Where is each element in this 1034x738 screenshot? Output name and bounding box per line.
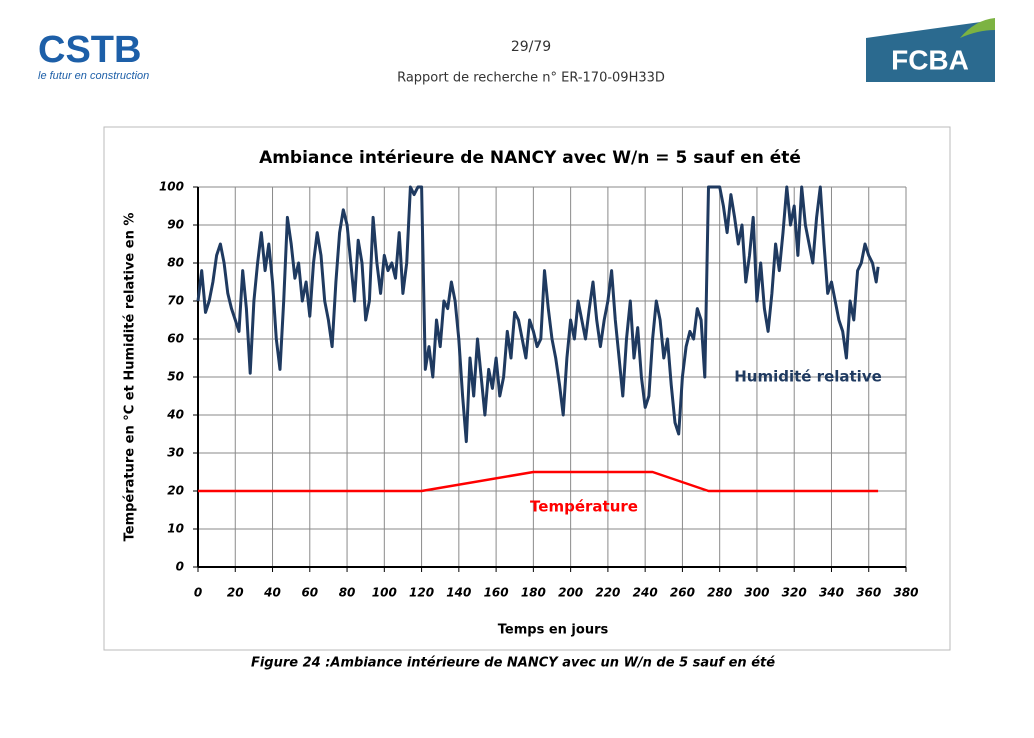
logo-right-leaf bbox=[960, 18, 995, 38]
series-label: Humidité relative bbox=[734, 368, 882, 386]
x-tick-label: 340 bbox=[819, 586, 844, 600]
x-tick-label: 160 bbox=[484, 586, 509, 600]
y-tick-label: 80 bbox=[167, 256, 184, 270]
plot: 0 10 20 30 40 50 60 70 80 90 100 0 20 40 60 80 100 120 140… bbox=[159, 180, 919, 600]
y-tick-label: 40 bbox=[166, 408, 184, 422]
page-number: 29/79 bbox=[511, 39, 551, 55]
logo-tagline: le futur en construction bbox=[38, 70, 149, 82]
x-tick-label: 140 bbox=[446, 586, 471, 600]
x-tick-label: 260 bbox=[670, 586, 695, 600]
y-tick-label: 60 bbox=[167, 332, 184, 346]
logo-left: CSTB bbox=[38, 29, 141, 71]
y-tick-label: 30 bbox=[167, 446, 184, 460]
logo-right: FCBA bbox=[891, 44, 969, 75]
x-tick-label: 280 bbox=[707, 586, 732, 600]
x-tick-label: 200 bbox=[558, 586, 583, 600]
x-tick-label: 240 bbox=[633, 586, 658, 600]
x-tick-label: 380 bbox=[893, 586, 918, 600]
y-tick-label: 100 bbox=[159, 180, 184, 194]
x-tick-label: 180 bbox=[521, 586, 546, 600]
y-tick-label: 20 bbox=[167, 484, 184, 498]
chart-title: Ambiance intérieure de NANCY avec W/n = … bbox=[259, 148, 801, 168]
chart-frame bbox=[103, 126, 951, 651]
y-axis-label: Température en °C et Humidité relative e… bbox=[123, 213, 138, 542]
x-tick-label: 100 bbox=[372, 586, 397, 600]
x-tick-label: 20 bbox=[227, 586, 244, 600]
x-tick-label: 120 bbox=[409, 586, 434, 600]
series-label: Température bbox=[530, 498, 638, 516]
x-tick-label: 300 bbox=[744, 586, 769, 600]
x-tick-label: 80 bbox=[339, 586, 356, 600]
x-axis-label: Temps en jours bbox=[498, 623, 609, 638]
x-tick-label: 360 bbox=[856, 586, 881, 600]
report-number: Rapport de recherche n° ER-170-09H33D bbox=[397, 71, 665, 86]
y-tick-label: 0 bbox=[176, 560, 184, 574]
x-tick-label: 0 bbox=[194, 586, 202, 600]
series-line bbox=[196, 185, 880, 444]
y-tick-label: 90 bbox=[167, 218, 184, 232]
y-tick-label: 70 bbox=[167, 294, 184, 308]
x-tick-label: 320 bbox=[782, 586, 807, 600]
series-line bbox=[198, 470, 879, 493]
x-tick-label: 60 bbox=[301, 586, 318, 600]
y-tick-label: 50 bbox=[167, 370, 184, 384]
figure-caption: Figure 24 :Ambiance intérieure de NANCY … bbox=[251, 656, 775, 671]
y-tick-label: 10 bbox=[167, 522, 184, 536]
x-tick-label: 220 bbox=[595, 586, 620, 600]
x-tick-label: 40 bbox=[263, 586, 281, 600]
